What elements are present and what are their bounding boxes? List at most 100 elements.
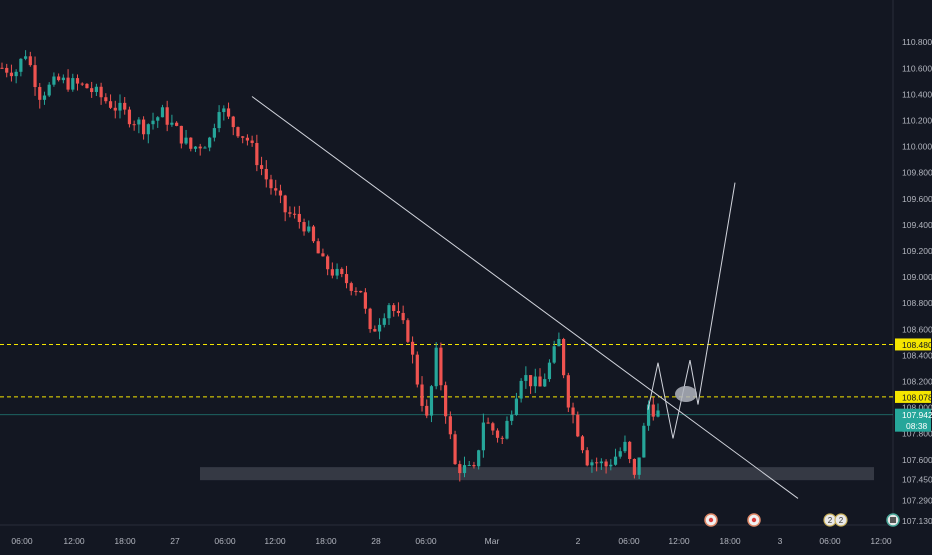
candle-body <box>156 117 160 121</box>
candle-body <box>387 305 391 319</box>
candle <box>571 402 575 424</box>
y-tick-label: 108.600 <box>902 324 932 334</box>
candle <box>127 106 132 128</box>
x-tick-label: 27 <box>170 536 180 546</box>
candle-body <box>23 56 28 59</box>
y-tick-label: 110.400 <box>902 89 932 99</box>
candle <box>349 281 353 296</box>
y-tick-label: 109.800 <box>902 168 932 178</box>
candle <box>595 457 599 472</box>
candle-body <box>307 226 311 232</box>
candle-body <box>377 324 382 332</box>
candle <box>217 105 221 133</box>
candle <box>66 69 70 92</box>
candle <box>330 262 334 279</box>
candle-body <box>604 461 608 467</box>
candle-body <box>410 341 415 355</box>
candle <box>137 117 141 134</box>
candle-body <box>444 385 448 417</box>
candle <box>90 81 94 98</box>
news-icon-glyph <box>890 517 896 523</box>
event-badge-icon[interactable]: 2 <box>834 513 848 527</box>
candle-body <box>108 101 113 108</box>
trendline[interactable] <box>251 96 799 499</box>
candle <box>123 97 127 115</box>
x-tick-label: 18:00 <box>114 536 136 546</box>
candle <box>175 121 179 127</box>
candle-body <box>90 88 94 93</box>
candle-body <box>330 269 334 276</box>
y-tick-label: 108.400 <box>902 350 932 360</box>
candle <box>406 318 410 344</box>
price-level-tag-2 <box>895 390 931 403</box>
candle-body <box>302 222 306 232</box>
y-tick-label: 108.800 <box>902 298 932 308</box>
candle-body <box>179 125 183 144</box>
candle <box>9 64 14 82</box>
flag-red-icon-dot <box>751 517 757 523</box>
candle-body <box>396 310 401 313</box>
candle <box>0 62 4 70</box>
candle <box>113 100 117 119</box>
candle-body <box>628 441 632 459</box>
candle <box>481 413 485 458</box>
candle <box>42 91 47 105</box>
target-ellipse[interactable] <box>675 386 697 402</box>
candle-body <box>165 107 169 125</box>
candle-body <box>392 305 396 311</box>
x-tick-label: 28 <box>371 536 381 546</box>
candle-body <box>486 422 490 424</box>
countdown-label: 08:38 <box>906 421 928 431</box>
candle <box>80 82 84 86</box>
candle <box>373 325 377 332</box>
candle-body <box>5 67 9 73</box>
candle <box>241 136 245 144</box>
candle <box>434 342 438 390</box>
candle <box>566 372 570 413</box>
candle-body <box>288 212 292 214</box>
price-level-label-2: 108.078 <box>902 392 932 402</box>
event-badge-icon[interactable]: 2 <box>823 513 837 527</box>
candle-body <box>42 95 47 100</box>
candle-body <box>595 462 599 464</box>
candle-body <box>363 292 367 309</box>
candle <box>226 102 231 120</box>
candle <box>75 74 80 91</box>
flag-red-icon[interactable] <box>747 513 761 527</box>
candle-body <box>241 136 245 138</box>
candle-body <box>170 122 174 125</box>
candle <box>302 218 306 236</box>
candle-body <box>212 128 216 138</box>
flag-red-icon[interactable] <box>704 513 718 527</box>
candle-body <box>557 339 561 347</box>
candle <box>519 378 523 403</box>
x-tick-label: 12:00 <box>870 536 892 546</box>
candle-body <box>519 380 523 399</box>
candle <box>651 397 655 421</box>
candle <box>505 416 509 440</box>
candle-body <box>462 465 467 474</box>
candle-body <box>250 140 254 144</box>
news-icon[interactable] <box>886 513 900 527</box>
candle-body <box>434 347 438 387</box>
candle-body <box>359 290 363 293</box>
candle <box>500 435 504 444</box>
candle-body <box>566 375 570 408</box>
candle <box>264 160 268 188</box>
candle-body <box>321 253 325 257</box>
candle-body <box>311 226 316 242</box>
candle <box>628 440 632 464</box>
candle-body <box>500 437 504 439</box>
candle <box>420 376 424 412</box>
candle <box>5 63 9 78</box>
candle <box>599 458 603 470</box>
candle <box>472 461 476 469</box>
x-tick-label: 06:00 <box>415 536 437 546</box>
candle-body <box>151 120 155 125</box>
candle <box>335 263 339 280</box>
y-tick-label: 110.600 <box>902 63 932 73</box>
candle-body <box>217 112 221 129</box>
